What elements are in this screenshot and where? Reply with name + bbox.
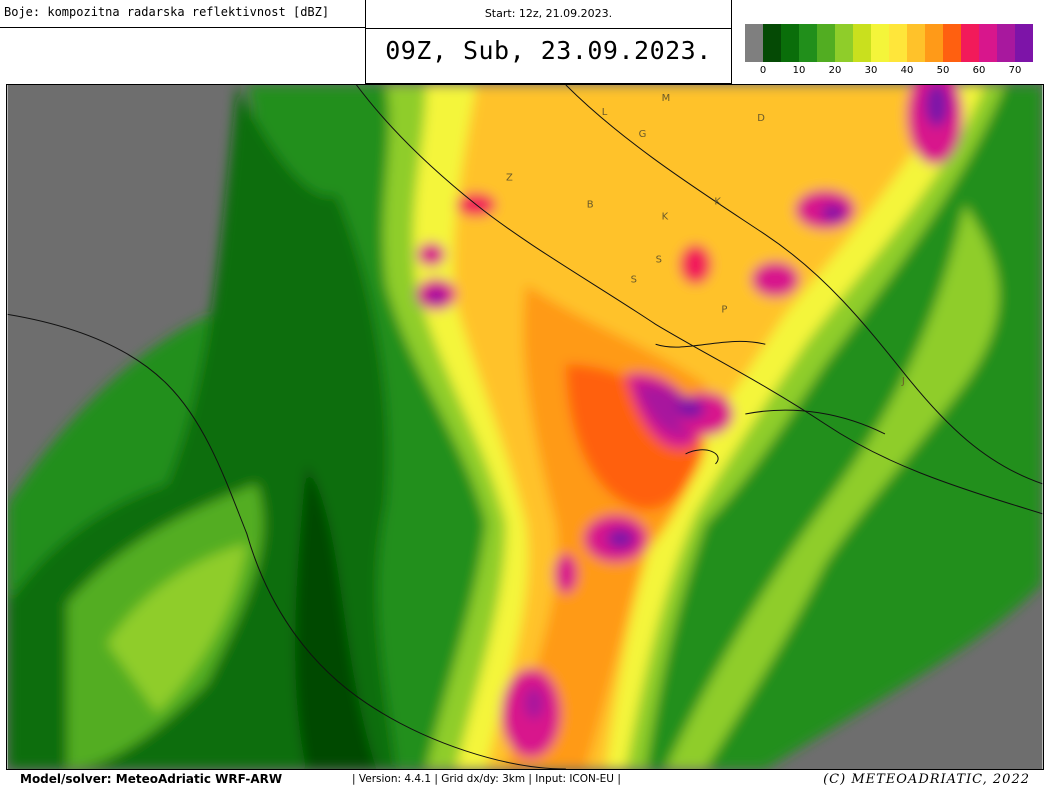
colorbar-swatch	[943, 24, 961, 62]
model-name: Model/solver: MeteoAdriatic WRF-ARW	[20, 772, 283, 786]
place-label: K	[662, 212, 669, 223]
colorbar-swatch	[781, 24, 799, 62]
colorbar: 0 10 20 30 40 50 60 70	[745, 24, 1033, 76]
colorbar-tick-label: 30	[865, 65, 878, 76]
header-left: Boje: kompozitna radarska reflektivnost …	[0, 0, 366, 28]
footer: Model/solver: MeteoAdriatic WRF-ARW | Ve…	[0, 772, 1050, 788]
colorbar-swatch	[925, 24, 943, 62]
product-label: Boje: kompozitna radarska reflektivnost …	[4, 5, 330, 19]
valid-time: 09Z, Sub, 23.09.2023.	[385, 36, 712, 65]
place-label: Z	[506, 173, 513, 184]
run-start: Start: 12z, 21.09.2023.	[484, 7, 613, 20]
coastlines	[7, 85, 1043, 769]
place-label: M	[662, 93, 671, 104]
place-label: S	[631, 274, 637, 285]
colorbar-tick-label: 60	[973, 65, 986, 76]
colorbar-swatch	[1015, 24, 1033, 62]
echo-layers	[7, 85, 1043, 769]
colorbar-swatch	[907, 24, 925, 62]
colorbar-swatch	[979, 24, 997, 62]
model-info: | Version: 4.4.1 | Grid dx/dy: 3km | Inp…	[352, 773, 621, 785]
copyright: (C) METEOADRIATIC, 2022	[823, 772, 1030, 787]
place-label: G	[639, 129, 647, 140]
colorbar-tick-label: 70	[1009, 65, 1022, 76]
place-label: L	[602, 107, 608, 118]
place-labels: M L G D Z B K K S S P J	[506, 93, 905, 387]
colorbar-tick-label: 10	[793, 65, 806, 76]
divider	[366, 28, 731, 29]
place-label: S	[656, 254, 662, 265]
colorbar-swatch	[997, 24, 1015, 62]
place-label: J	[901, 376, 905, 387]
colorbar-tick-label: 40	[901, 65, 914, 76]
colorbar-swatch	[961, 24, 979, 62]
place-label: D	[757, 113, 765, 124]
radar-field: M L G D Z B K K S S P J	[7, 85, 1043, 769]
place-label: B	[587, 200, 594, 211]
colorbar-swatch	[853, 24, 871, 62]
map: M L G D Z B K K S S P J	[6, 84, 1044, 770]
place-label: K	[714, 197, 721, 208]
colorbar-swatch	[763, 24, 781, 62]
colorbar-swatch	[871, 24, 889, 62]
colorbar-tick-label: 0	[760, 65, 766, 76]
place-label: P	[721, 304, 727, 315]
colorbar-swatch	[835, 24, 853, 62]
colorbar-tick-label: 50	[937, 65, 950, 76]
colorbar-tick-label: 20	[829, 65, 842, 76]
colorbar-swatch	[745, 24, 763, 62]
colorbar-swatch	[799, 24, 817, 62]
colorbar-swatch	[817, 24, 835, 62]
header-middle: Start: 12z, 21.09.2023. 09Z, Sub, 23.09.…	[365, 0, 732, 84]
colorbar-swatch	[889, 24, 907, 62]
